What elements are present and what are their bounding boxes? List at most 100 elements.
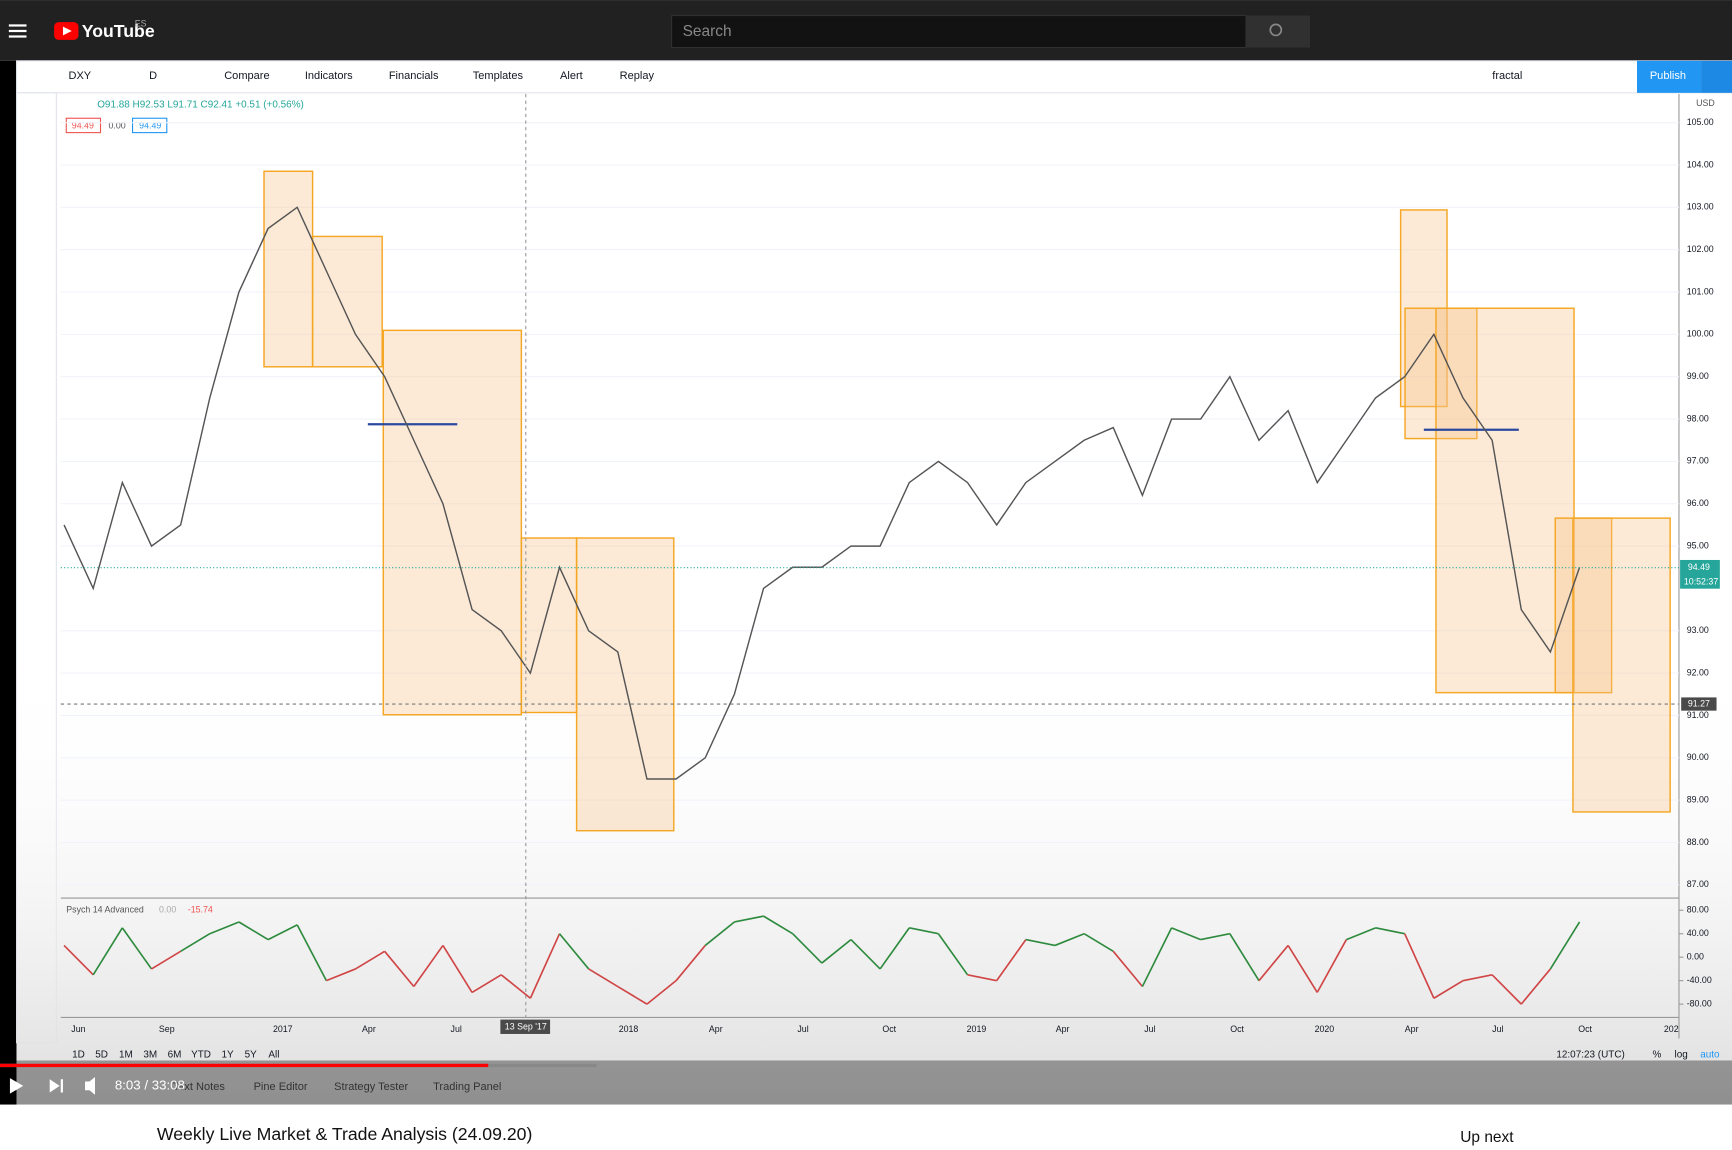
y-tick-label: 87.00 bbox=[1687, 879, 1709, 889]
y-tick-label: 95.00 bbox=[1687, 540, 1709, 550]
psych-segment bbox=[763, 915, 794, 935]
y-tick-label: 90.00 bbox=[1687, 752, 1709, 762]
x-tick-label: Apr bbox=[1056, 1024, 1070, 1034]
psych-segment bbox=[704, 921, 735, 947]
psych-segment bbox=[734, 915, 764, 923]
y-tick-label: 97.00 bbox=[1687, 456, 1709, 466]
toolbar-button[interactable]: Indicators bbox=[305, 70, 353, 82]
psych-segment bbox=[909, 927, 939, 935]
y-tick-label: 104.00 bbox=[1687, 159, 1714, 169]
stream-button[interactable] bbox=[1701, 60, 1732, 93]
player-bar bbox=[0, 1060, 1732, 1105]
symbol[interactable]: DXY bbox=[68, 70, 91, 82]
psych-segment bbox=[879, 927, 910, 970]
psych-segment bbox=[413, 944, 444, 988]
auto-toggle[interactable]: auto bbox=[1700, 1050, 1720, 1061]
menu-icon[interactable] bbox=[8, 24, 27, 38]
psych-segment bbox=[646, 980, 677, 1005]
range-button[interactable]: 1Y bbox=[221, 1050, 234, 1061]
psych-segment bbox=[1258, 944, 1289, 982]
psych-segment bbox=[1083, 933, 1114, 953]
psych-segment bbox=[500, 974, 531, 999]
percent-toggle[interactable]: % bbox=[1652, 1050, 1661, 1061]
next-button[interactable] bbox=[49, 1079, 63, 1093]
fractal-box bbox=[311, 235, 383, 368]
y-tick-label: 93.00 bbox=[1687, 625, 1709, 635]
range-button[interactable]: 1M bbox=[119, 1050, 133, 1061]
search-placeholder: Search bbox=[683, 23, 732, 40]
psych-segment bbox=[471, 974, 502, 994]
y-tick-label: 92.00 bbox=[1687, 667, 1709, 677]
x-tick-label: Jun bbox=[71, 1024, 85, 1034]
layout-name[interactable]: fractal bbox=[1492, 70, 1522, 82]
panel-tab[interactable]: Text Notes bbox=[173, 1081, 226, 1093]
publish-button[interactable] bbox=[1637, 60, 1702, 93]
psych-segment bbox=[1520, 968, 1552, 1005]
x-tick-label: 2017 bbox=[273, 1024, 293, 1034]
panel-tab[interactable]: Pine Editor bbox=[254, 1081, 308, 1093]
psych-segment bbox=[1287, 945, 1318, 993]
toolbar-button[interactable]: Replay bbox=[620, 70, 655, 82]
log-toggle[interactable]: log bbox=[1675, 1050, 1688, 1061]
range-button[interactable]: 5D bbox=[95, 1050, 108, 1061]
range-button[interactable]: All bbox=[268, 1050, 279, 1061]
psych-segment bbox=[617, 985, 648, 1005]
panel-tab[interactable]: Strategy Tester bbox=[334, 1081, 408, 1093]
psych-segment bbox=[558, 933, 590, 970]
fractal-box bbox=[263, 170, 314, 368]
region: ES bbox=[135, 19, 147, 29]
psych-segment bbox=[1025, 938, 1056, 947]
psych-segment bbox=[529, 933, 561, 999]
psych-segment bbox=[821, 938, 852, 964]
search-button[interactable] bbox=[1245, 15, 1311, 48]
search-box[interactable] bbox=[671, 14, 1247, 49]
range-button[interactable]: 6M bbox=[168, 1050, 182, 1061]
psych-segment bbox=[967, 973, 997, 982]
range-button[interactable]: YTD bbox=[191, 1050, 211, 1061]
tv-toolbar bbox=[16, 60, 1732, 94]
x-tick-label: Apr bbox=[1405, 1024, 1419, 1034]
y-tick-label: 89.00 bbox=[1687, 794, 1709, 804]
range-button[interactable]: 1D bbox=[72, 1050, 85, 1061]
y-tick-label: 91.00 bbox=[1687, 710, 1709, 720]
psych-segment bbox=[996, 939, 1027, 982]
psych-segment bbox=[1433, 979, 1464, 999]
play-button[interactable] bbox=[9, 1078, 24, 1094]
psych-segment bbox=[355, 950, 386, 970]
fractal-box bbox=[1435, 307, 1575, 694]
psych-segment bbox=[1141, 927, 1173, 987]
psych-segment bbox=[1200, 932, 1230, 941]
psych-tick-label: 40.00 bbox=[1687, 928, 1709, 938]
progress-bar[interactable] bbox=[0, 1063, 489, 1068]
fractal-box bbox=[1554, 517, 1613, 694]
toolbar-button[interactable]: Financials bbox=[389, 70, 439, 82]
fractal-box bbox=[1404, 307, 1478, 440]
psych-segment bbox=[850, 939, 881, 970]
y-tick-label: 96.00 bbox=[1687, 498, 1709, 508]
interval[interactable]: D bbox=[149, 70, 157, 82]
toolbar-button[interactable]: Compare bbox=[224, 70, 269, 82]
video-title: Weekly Live Market & Trade Analysis (24.… bbox=[157, 1124, 533, 1144]
range-button[interactable]: 3M bbox=[143, 1050, 157, 1061]
psych-segment bbox=[326, 968, 356, 982]
fractal-box bbox=[382, 329, 523, 716]
toolbar-button[interactable]: Templates bbox=[473, 70, 524, 82]
last-price: 94.49 bbox=[1688, 562, 1710, 572]
crosshair-date: 13 Sep '17 bbox=[505, 1022, 547, 1032]
crosshair-label: 91.27 bbox=[1688, 698, 1710, 708]
psych-segment bbox=[937, 933, 969, 976]
yt-logo[interactable]: YouTube bbox=[82, 21, 155, 41]
ohlc: O91.88 H92.53 L91.71 C92.41 +0.51 (+0.56… bbox=[97, 100, 304, 111]
publish[interactable]: Publish bbox=[1650, 70, 1686, 82]
toolbar-button[interactable]: Alert bbox=[560, 70, 583, 82]
up-next: Up next bbox=[1460, 1129, 1514, 1146]
psych-segment bbox=[1462, 973, 1493, 982]
range-button[interactable]: 5Y bbox=[245, 1050, 258, 1061]
psych-segment bbox=[588, 968, 619, 988]
price-line bbox=[63, 206, 1581, 780]
psych-segment bbox=[296, 924, 328, 982]
indicator-a: 0.00 bbox=[159, 905, 176, 915]
psych-tick-label: 0.00 bbox=[1687, 952, 1704, 962]
panel-tab[interactable]: Trading Panel bbox=[433, 1081, 501, 1093]
